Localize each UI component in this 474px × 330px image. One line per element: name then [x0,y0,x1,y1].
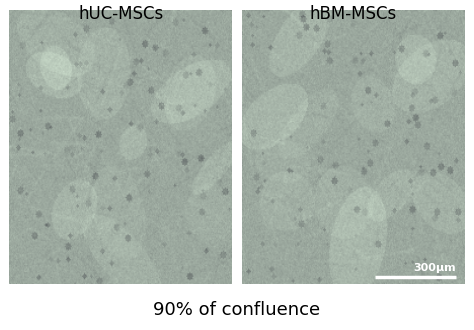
Text: 300μm: 300μm [413,263,456,273]
Text: 90% of confluence: 90% of confluence [154,301,320,319]
Text: hBM-MSCs: hBM-MSCs [310,5,397,23]
Text: hUC-MSCs: hUC-MSCs [78,5,164,23]
